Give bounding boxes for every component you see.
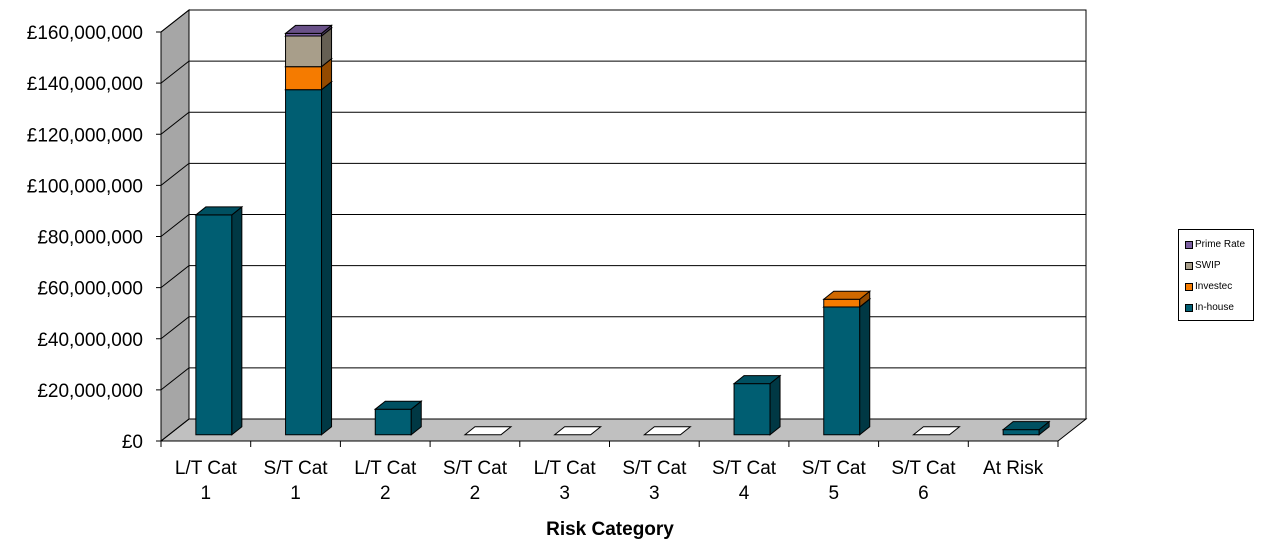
bar-top bbox=[822, 290, 872, 300]
legend-label: Investec bbox=[1195, 281, 1233, 292]
y-tick-labels: £0 £20,000,000 £40,000,000 £60,000,000 £80,0… bbox=[27, 23, 143, 453]
bar-front bbox=[733, 383, 771, 436]
bar-group bbox=[373, 400, 423, 436]
bar-empty bbox=[642, 426, 692, 436]
bar-group bbox=[1001, 420, 1051, 436]
gridline bbox=[160, 316, 1086, 340]
bar-front bbox=[285, 35, 323, 68]
x-tick-label: S/T Cat 4 bbox=[712, 458, 777, 504]
gridlines bbox=[160, 9, 1086, 442]
legend-label: In-house bbox=[1195, 302, 1234, 313]
bar-group bbox=[284, 24, 333, 436]
bar-group bbox=[822, 290, 872, 436]
bar-segment bbox=[284, 80, 333, 436]
bar-segment bbox=[822, 297, 872, 436]
y-tick-label: £100,000,000 bbox=[27, 176, 143, 197]
bars bbox=[194, 24, 1051, 436]
legend-label: Prime Rate bbox=[1195, 239, 1246, 250]
bar-empty bbox=[463, 426, 513, 436]
y-tick-label: £40,000,000 bbox=[37, 330, 143, 351]
bar-empty bbox=[553, 426, 603, 436]
y-tick-label: £160,000,000 bbox=[27, 23, 143, 44]
bar-segment bbox=[822, 290, 872, 308]
bar-empty bbox=[912, 426, 961, 436]
x-tick-label: L/T Cat 3 bbox=[534, 458, 597, 504]
x-tick-label: L/T Cat 2 bbox=[354, 458, 417, 504]
bar-front bbox=[285, 66, 323, 91]
gridline bbox=[160, 9, 1086, 33]
bar-front bbox=[195, 214, 233, 436]
x-axis-title: Risk Category bbox=[546, 519, 674, 540]
bar-side bbox=[859, 297, 871, 436]
x-tick-label: S/T Cat 6 bbox=[891, 458, 956, 504]
x-tick-label: S/T Cat 1 bbox=[264, 458, 329, 504]
bar-group bbox=[553, 426, 603, 436]
legend-item: In-house bbox=[1185, 297, 1253, 318]
x-tick-labels: L/T Cat 1 S/T Cat 1 L/T Cat 2 S/T Cat 2 L/T Cat 3… bbox=[175, 458, 1044, 504]
y-tick-label: £80,000,000 bbox=[37, 228, 143, 249]
y-tick-label: £20,000,000 bbox=[37, 381, 143, 402]
bar-group bbox=[463, 426, 513, 436]
legend-label: SWIP bbox=[1195, 260, 1221, 271]
x-tick-label: L/T Cat 1 bbox=[175, 458, 238, 504]
legend-item: Prime Rate bbox=[1185, 234, 1253, 255]
gridline bbox=[160, 418, 1086, 442]
bar-side bbox=[769, 374, 781, 436]
bar-segment bbox=[373, 400, 423, 436]
bar-side bbox=[321, 80, 333, 436]
bar-front bbox=[374, 408, 412, 436]
gridline bbox=[160, 214, 1086, 237]
bar-front bbox=[1002, 429, 1040, 436]
legend-swatch bbox=[1185, 282, 1193, 291]
axes bbox=[156, 31, 1059, 447]
legend-swatch bbox=[1185, 240, 1193, 249]
legend-swatch bbox=[1185, 261, 1193, 270]
x-tick-label: At Risk bbox=[983, 458, 1044, 479]
bar-top bbox=[284, 24, 333, 34]
legend-item: SWIP bbox=[1185, 255, 1253, 276]
bar-side bbox=[231, 205, 243, 436]
bar-group bbox=[732, 374, 782, 436]
y-tick-label: £140,000,000 bbox=[27, 74, 143, 95]
x-tick-label: S/T Cat 2 bbox=[443, 458, 508, 504]
gridline bbox=[160, 60, 1086, 84]
legend-item: Investec bbox=[1185, 276, 1253, 297]
bar-group bbox=[912, 426, 961, 436]
bar-top bbox=[732, 375, 782, 385]
bar-front bbox=[823, 306, 861, 436]
bar-front bbox=[823, 298, 861, 308]
legend: Prime Rate SWIP Investec In-house bbox=[1178, 229, 1254, 321]
y-tick-label: £60,000,000 bbox=[37, 279, 143, 300]
bar-top bbox=[1001, 421, 1051, 431]
legend-swatch bbox=[1185, 303, 1193, 312]
bar-segment bbox=[284, 24, 333, 38]
bar-segment bbox=[732, 374, 782, 436]
y-tick-label: £0 bbox=[122, 432, 143, 453]
y-tick-label: £120,000,000 bbox=[27, 125, 143, 146]
bar-top bbox=[373, 400, 423, 410]
gridline bbox=[160, 162, 1086, 186]
gridline bbox=[160, 111, 1086, 135]
bar-group bbox=[642, 426, 692, 436]
x-tick-label: S/T Cat 5 bbox=[802, 458, 867, 504]
bar-group bbox=[194, 205, 244, 436]
bar-segment bbox=[1001, 420, 1051, 436]
x-tick-label: S/T Cat 3 bbox=[622, 458, 687, 504]
bar-top bbox=[194, 206, 244, 216]
bar-front bbox=[285, 89, 323, 436]
gridline bbox=[160, 265, 1086, 289]
bar-segment bbox=[194, 205, 244, 436]
gridline bbox=[160, 367, 1086, 391]
